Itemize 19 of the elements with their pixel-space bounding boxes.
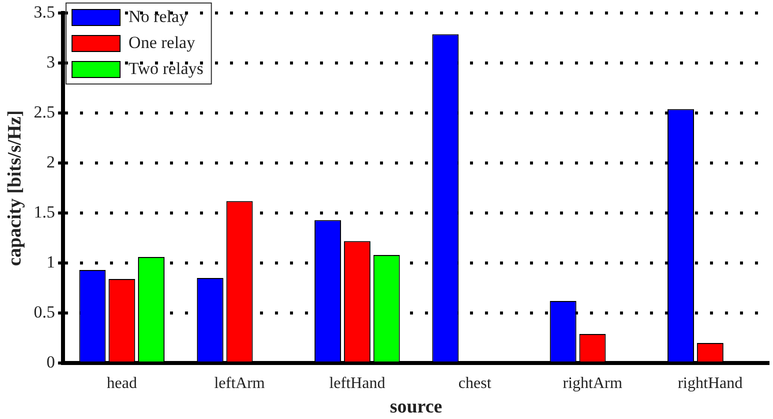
y-tick-label: 3 (46, 52, 56, 72)
x-tick-label: chest (458, 374, 492, 392)
y-tick-label: 2.5 (34, 102, 56, 122)
legend-label: No relay (128, 6, 188, 26)
y-tick-label: 3.5 (34, 2, 56, 22)
x-tick-label: leftArm (214, 374, 266, 392)
x-tick-label: rightArm (562, 374, 623, 392)
y-axis-title: capacity [bits/s/Hz] (4, 110, 26, 266)
y-tick-label: 0 (46, 352, 56, 372)
legend-label: Two relays (128, 58, 204, 78)
x-tick-label: head (106, 374, 137, 392)
y-tick-label: 0.5 (34, 302, 56, 322)
x-tick-label: leftHand (329, 374, 386, 392)
x-tick-label: rightHand (678, 374, 743, 392)
y-tick-label: 1.5 (34, 202, 56, 222)
legend-label: One relay (128, 32, 196, 52)
x-axis-title: source (390, 396, 442, 418)
y-tick-label: 2 (46, 152, 56, 172)
y-tick-label: 1 (46, 252, 56, 272)
